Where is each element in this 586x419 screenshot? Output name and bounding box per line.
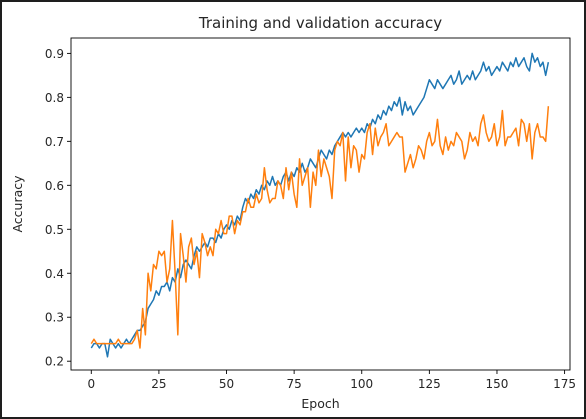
x-tick-label: 0 [87, 377, 95, 391]
y-tick-label: 0.2 [45, 355, 64, 369]
series-line-1 [90, 52, 550, 358]
x-tick-label: 25 [151, 377, 166, 391]
plot-frame [70, 37, 571, 371]
y-tick-label: 0.7 [45, 135, 64, 149]
x-axis-label: Epoch [301, 396, 339, 411]
x-tick-label: 50 [219, 377, 234, 391]
series-layer [90, 52, 550, 358]
x-tick-label: 100 [350, 377, 373, 391]
chart-title: Training and validation accuracy [198, 14, 442, 32]
y-tick-label: 0.5 [45, 223, 64, 237]
series-line-2 [90, 106, 550, 349]
x-tick-label: 125 [418, 377, 441, 391]
x-tick-label: 75 [286, 377, 301, 391]
y-tick-label: 0.4 [45, 267, 64, 281]
x-tick-label: 150 [486, 377, 509, 391]
axes-layer: 0 25 50 75 100 125 150 175 0.2 0.3 0.4 0.5 0.6 0.7 0.8… [45, 37, 576, 391]
y-tick-label: 0.3 [45, 311, 64, 325]
y-tick-label: 0.9 [45, 47, 64, 61]
y-tick-label: 0.6 [45, 179, 64, 193]
x-tick-label: 175 [553, 377, 576, 391]
y-tick-label: 0.8 [45, 91, 64, 105]
y-axis-label: Accuracy [10, 175, 25, 233]
